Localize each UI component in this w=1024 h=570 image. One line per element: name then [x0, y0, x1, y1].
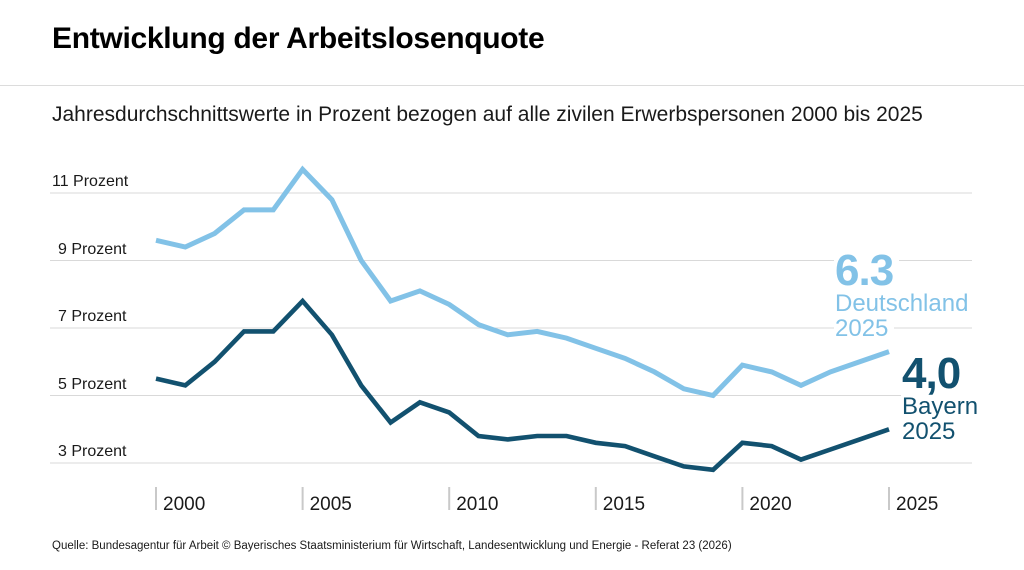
bayern-series-label: Bayern	[901, 394, 985, 420]
y-axis-label: 3 Prozent	[58, 443, 127, 460]
deutschland-year-label: 2025	[834, 316, 895, 341]
source-note: Quelle: Bundesagentur für Arbeit © Bayer…	[52, 540, 732, 552]
x-axis-label: 2015	[602, 494, 646, 515]
chart-subtitle: Jahresdurchschnittswerte in Prozent bezo…	[52, 103, 923, 126]
x-axis-label: 2005	[309, 494, 352, 515]
y-axis-label: 11 Prozent	[52, 173, 129, 190]
annotation-deutschland: 6.3 Deutschland 2025	[834, 249, 975, 341]
deutschland-value: 6.3	[834, 249, 900, 293]
x-axis-label: 2025	[896, 494, 939, 515]
x-axis-label: 2020	[749, 494, 792, 515]
x-axis-label: 2010	[456, 494, 499, 515]
y-axis-label: 7 Prozent	[58, 308, 127, 325]
x-axis-label: 2000	[163, 494, 206, 515]
series-line-deutschland	[155, 165, 890, 399]
y-axis-label: 9 Prozent	[58, 240, 127, 258]
annotation-bayern: 4,0 Bayern 2025	[901, 352, 985, 444]
series-line-bayern	[155, 297, 890, 473]
header-divider	[0, 85, 1024, 86]
bayern-value: 4,0	[901, 352, 967, 396]
deutschland-series-label: Deutschland	[834, 291, 975, 317]
bayern-year-label: 2025	[901, 419, 962, 444]
y-axis-label: 5 Prozent	[58, 375, 127, 393]
page-title: Entwicklung der Arbeitslosenquote	[52, 22, 545, 55]
